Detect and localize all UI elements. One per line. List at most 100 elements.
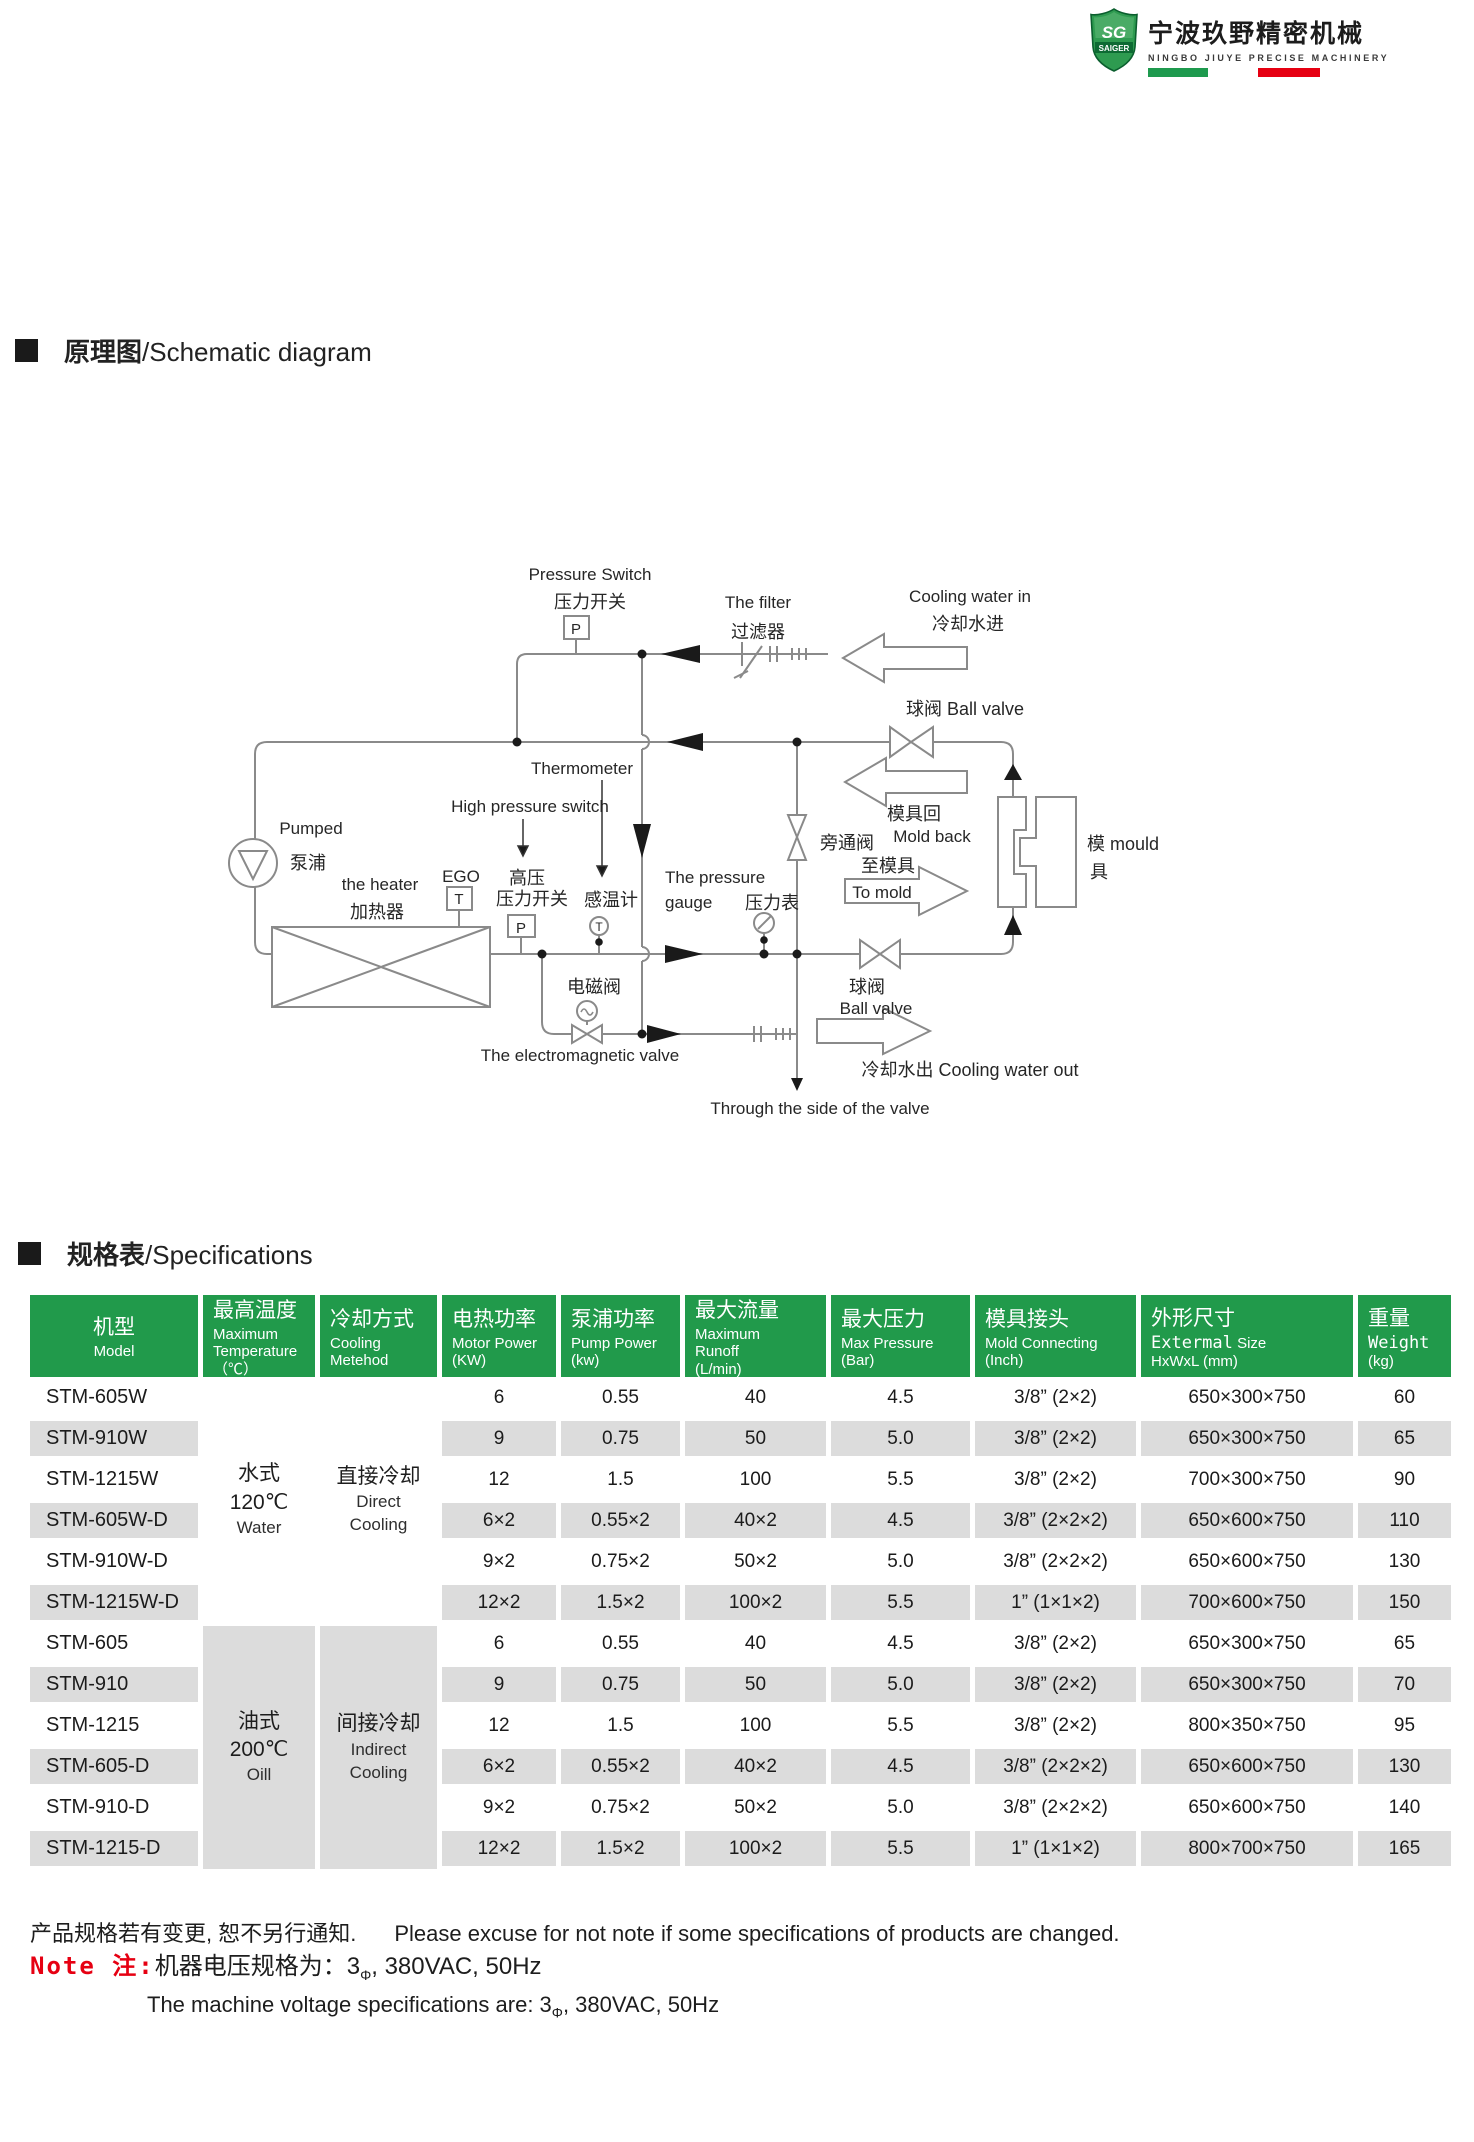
cooling-out-label: 冷却水出 Cooling water out — [861, 1060, 1078, 1080]
pump-power-cell: 1.5 — [607, 1714, 634, 1736]
pump-power-cell: 0.75×2 — [591, 1796, 650, 1818]
model-cell: STM-910-D — [46, 1796, 150, 1818]
size-cell: 650×300×750 — [1188, 1632, 1306, 1654]
diagram-labels: Pressure Switch 压力开关 P The filter 过滤器 Co… — [279, 565, 1159, 1118]
phi-symbol: Φ — [360, 1966, 372, 1983]
ego-box — [446, 886, 473, 911]
spec-change-note-cn: 产品规格若有变更, 恕不另行通知. — [30, 1921, 357, 1946]
solenoid-valve-icon — [571, 1023, 589, 1045]
pressure-cell: 5.5 — [887, 1468, 914, 1490]
pressure-cell: 5.5 — [831, 1828, 970, 1869]
spec-change-note-en: Please excuse for not note if some speci… — [394, 1921, 1120, 1946]
voltage-note-en-rest: , 380VAC, 50Hz — [562, 1992, 720, 2017]
filter-label-cn: 过滤器 — [731, 622, 785, 642]
mold-connecting-cell: 3/8” (2×2) — [975, 1664, 1136, 1705]
logo-flag-bars — [1148, 68, 1376, 77]
annotation-pointers — [516, 780, 609, 878]
weight-cell: 165 — [1358, 1828, 1451, 1869]
motor-power-cell: 12 — [488, 1468, 510, 1490]
size-cell: 650×300×750 — [1141, 1418, 1353, 1459]
size-cell: 800×350×750 — [1188, 1714, 1306, 1736]
motor-power-cell: 9×2 — [482, 1550, 516, 1572]
voltage-note-cn-rest: , 380VAC, 50Hz — [371, 1953, 542, 1980]
weight-cell: 140 — [1388, 1796, 1421, 1818]
filter-label-en: The filter — [725, 593, 791, 612]
mold-connecting-cell: 3/8” (2×2) — [1014, 1632, 1097, 1654]
flow-block-arrows — [816, 632, 970, 1056]
section-title: 原理图/Schematic diagram — [64, 332, 372, 369]
weight-cell: 65 — [1393, 1632, 1416, 1654]
model-cell: STM-1215 — [46, 1714, 140, 1736]
ego-label: EGO — [442, 867, 480, 886]
solenoid-label-cn: 电磁阀 — [567, 977, 621, 997]
cooling-in-arrow-icon — [841, 632, 968, 684]
model-cell: STM-1215W — [46, 1468, 159, 1490]
runoff-cell: 100×2 — [685, 1828, 826, 1869]
runoff-cell: 100 — [739, 1468, 772, 1490]
pressure-cell: 4.5 — [831, 1500, 970, 1541]
col-header-cooling-method: 冷却方式 Cooling Metehod — [320, 1295, 437, 1377]
size-cell: 650×600×750 — [1188, 1796, 1306, 1818]
ball-valve-top-label: 球阀 Ball valve — [906, 699, 1024, 719]
ball-valve-bottom-label-cn: 球阀 — [849, 977, 885, 997]
mold-connecting-cell: 3/8” (2×2×2) — [975, 1746, 1136, 1787]
pump-power-cell: 1.5×2 — [561, 1582, 680, 1623]
spec-change-note: 产品规格若有变更, 恕不另行通知. Please excuse for not n… — [30, 1916, 1120, 1948]
motor-power-cell: 9 — [442, 1418, 556, 1459]
weight-cell: 130 — [1388, 1550, 1421, 1572]
col-header-max-pressure: 最大压力 Max Pressure (Bar) — [831, 1295, 970, 1377]
ball-valve-bottom-label-en: Ball valve — [840, 999, 913, 1018]
mold-connecting-cell: 3/8” (2×2×2) — [975, 1500, 1136, 1541]
solenoid-label-en: The electromagnetic valve — [481, 1046, 679, 1065]
motor-power-cell: 12×2 — [442, 1828, 556, 1869]
gauge-label-en2: gauge — [665, 893, 712, 912]
col-header-max-runoff: 最大流量 Maximum Runoff (L/min) — [685, 1295, 826, 1378]
weight-cell: 130 — [1358, 1746, 1451, 1787]
shield-saiger-text: SAIGER — [1099, 44, 1130, 53]
to-mold-label-cn: 至模具 — [861, 856, 915, 876]
runoff-cell: 50×2 — [734, 1550, 777, 1572]
merged-cell-indirect-cooling: 间接冷却 Indirect Cooling — [320, 1623, 437, 1869]
col-header-max-temp: 最高温度 Maximum Temperature （℃） — [203, 1295, 315, 1378]
pump-power-cell: 1.5 — [607, 1468, 634, 1490]
size-cell: 650×300×750 — [1141, 1664, 1353, 1705]
schematic-diagram: Pressure Switch 压力开关 P The filter 过滤器 Co… — [228, 565, 1159, 1118]
hp-switch-box — [507, 914, 536, 938]
pumped-label: Pumped — [279, 819, 342, 838]
mold-connecting-cell: 3/8” (2×2×2) — [1003, 1796, 1108, 1818]
size-cell: 700×600×750 — [1141, 1582, 1353, 1623]
temp-sensor-circle — [589, 916, 609, 936]
pressure-cell: 5.0 — [831, 1418, 970, 1459]
cooling-in-label-en: Cooling water in — [909, 587, 1031, 606]
model-cell: STM-910W — [30, 1418, 198, 1459]
ball-valve-bottom-icon — [859, 938, 882, 970]
filter-symbol — [733, 642, 807, 679]
temp-sensor-label: 感温计 — [584, 890, 638, 910]
mould-shape — [997, 796, 1027, 908]
model-cell: STM-910 — [30, 1664, 198, 1705]
mold-connecting-cell: 3/8” (2×2) — [1014, 1468, 1097, 1490]
section-title-cn: 规格表 — [67, 1240, 146, 1270]
weight-cell: 95 — [1393, 1714, 1416, 1736]
col-header-pump-power: 泵浦功率 Pump Power (kw) — [561, 1295, 680, 1377]
runoff-cell: 100×2 — [685, 1582, 826, 1623]
pressure-cell: 5.0 — [887, 1796, 914, 1818]
pump-power-cell: 0.75 — [561, 1418, 680, 1459]
motor-power-cell: 6 — [493, 1632, 505, 1654]
size-cell: 650×600×750 — [1141, 1746, 1353, 1787]
green-bar — [1148, 68, 1208, 77]
drain-hash-symbol — [753, 1026, 791, 1042]
runoff-cell: 40×2 — [685, 1500, 826, 1541]
weight-cell: 90 — [1393, 1468, 1416, 1490]
pressure-cell: 4.5 — [831, 1746, 970, 1787]
pump-power-cell: 1.5×2 — [561, 1828, 680, 1869]
merged-cell-oil: 油式 200℃ Oill — [203, 1623, 315, 1869]
p-mid-letter: P — [516, 920, 526, 937]
hp-label-cn2: 压力开关 — [496, 889, 568, 909]
mold-connecting-cell: 3/8” (2×2×2) — [1003, 1550, 1108, 1572]
company-name-en: NINGBO JIUYE PRECISE MACHINERY — [1148, 53, 1390, 63]
company-name-cn: 宁波玖野精密机械 — [1148, 20, 1365, 48]
flow-direction-arrows — [512, 645, 1022, 1091]
mold-back-label-en: Mold back — [893, 827, 971, 846]
